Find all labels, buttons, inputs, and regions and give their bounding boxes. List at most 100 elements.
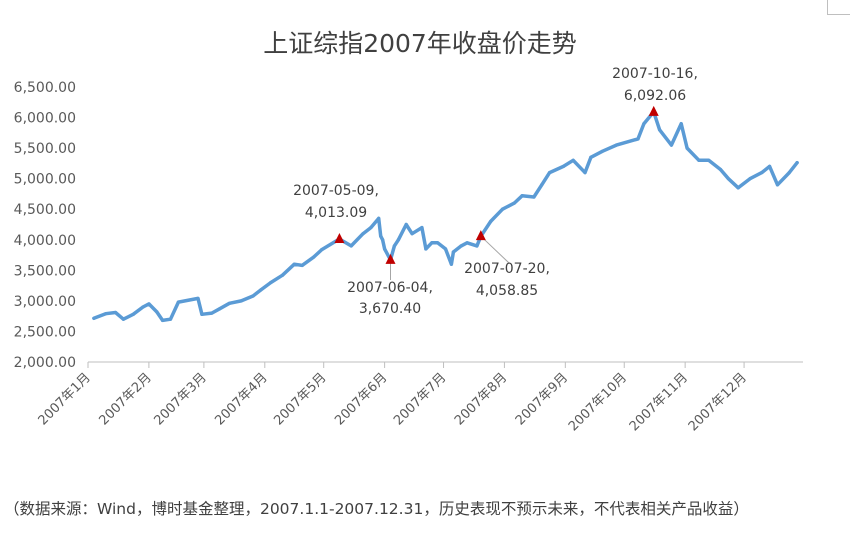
data-point [349,244,353,248]
annotation-date: 2007-05-09, [293,183,379,199]
data-point [669,143,673,147]
y-tick-label: 6,500.00 [14,80,76,96]
y-tick-label: 6,000.00 [14,111,76,127]
data-point [561,164,565,169]
data-point [540,183,544,187]
data-point [512,201,516,205]
x-tick-label: 2007年8月 [452,370,510,428]
data-point [377,216,381,220]
annotation-leader [480,235,510,264]
annotation-date: 2007-06-04, [347,280,433,296]
chart-title: 上证综指2007年收盘价走势 [263,29,577,58]
x-tick-label: 2007年1月 [36,370,94,428]
x-tick-label: 2007年6月 [332,370,390,428]
x-tick-label: 2007年2月 [96,370,154,428]
data-point [685,146,689,150]
y-tick-label: 4,000.00 [14,233,76,249]
data-point [292,262,296,266]
y-tick-label: 5,500.00 [14,141,76,157]
series-line [92,110,799,323]
y-tick-label: 4,500.00 [14,202,76,218]
y-tick-label: 5,000.00 [14,172,76,188]
y-tick-label: 2,500.00 [14,324,76,340]
data-point [121,317,125,321]
data-point [614,143,618,147]
data-point [361,232,365,236]
annotations: 2007-05-09, 4,013.09 2007-06-04, 3,670.40 20… [293,66,698,317]
y-tick-label: 2,000.00 [14,355,76,371]
data-point [658,128,662,132]
data-point [218,307,222,311]
data-point [760,170,764,175]
data-point [583,170,587,175]
data-point [636,137,640,141]
data-point [404,222,408,227]
data-point [239,299,243,303]
data-point [168,317,173,321]
data-point [443,247,448,251]
data-point [768,164,772,169]
data-point [104,312,108,316]
data-point [312,255,316,259]
data-point [227,301,232,305]
x-tick-label: 2007年9月 [513,370,571,428]
data-point [787,170,791,175]
data-point [113,310,118,315]
data-point [500,207,505,211]
data-point [280,273,285,277]
x-tick-label: 2007年11月 [627,370,691,434]
data-point [451,250,455,254]
data-point [707,158,711,162]
data-point [589,155,593,159]
data-point [410,232,414,236]
annotation-date: 2007-07-20, [464,261,550,277]
data-point [369,225,373,230]
annotation-value: 3,670.40 [359,301,421,317]
data-point [726,177,730,181]
data-point [300,263,304,268]
data-point [251,294,255,298]
data-point [383,247,387,251]
data-point [210,311,214,315]
annotation-marker [475,230,486,241]
data-source-footnote: （数据来源：Wind，博时基金整理，2007.1.1-2007.12.31，历史… [4,500,749,518]
data-point [379,234,383,238]
data-point [155,310,159,314]
x-tick-label: 2007年5月 [271,370,329,428]
data-point [396,238,400,242]
data-point [161,318,165,323]
data-point [775,183,780,187]
data-point [430,241,434,245]
data-point [449,262,453,266]
x-tick-label: 2007年7月 [391,370,449,428]
data-point [601,149,605,153]
data-point [465,241,469,245]
data-point [392,244,397,248]
data-point [697,158,701,162]
data-point [259,288,263,292]
data-point [532,195,536,199]
x-tick-label: 2007年4月 [212,370,270,428]
annotation-value: 6,092.06 [624,88,686,104]
data-point [679,122,683,126]
annotation-value: 4,013.09 [305,205,367,221]
data-point [459,244,463,248]
data-point [795,161,799,165]
annotation-value: 4,058.85 [476,283,538,299]
series-shanghai-composite [92,110,799,323]
data-point [520,194,524,198]
x-tick-label: 2007年3月 [151,370,209,428]
x-tick-label: 2007年10月 [566,370,630,434]
data-point [718,167,723,172]
data-point [748,177,752,181]
annotation-marker [385,253,396,264]
data-point [424,247,428,251]
data-point [642,122,646,126]
data-point [200,312,204,316]
annotation-marker [648,105,659,116]
data-point [420,225,424,230]
annotation-marker [334,232,345,243]
data-point [141,305,145,309]
